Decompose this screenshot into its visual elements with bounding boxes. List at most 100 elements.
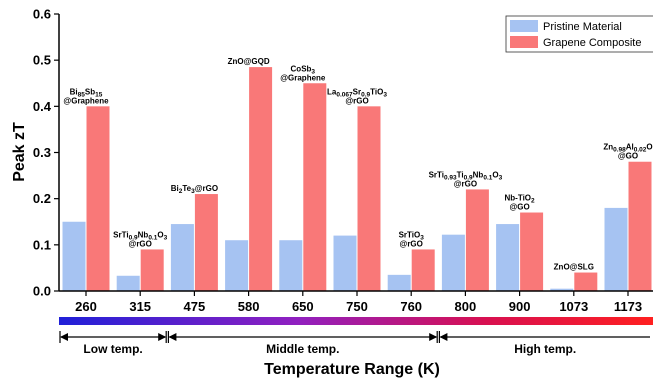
annotation-1073: ZnO@SLG (554, 263, 594, 272)
bar-pristine-580 (225, 240, 249, 291)
annotation-segment: 0.02 (634, 146, 647, 153)
range-label-2: High temp. (514, 342, 576, 356)
annotation-segment: Bi (70, 87, 78, 96)
bar-composite-475 (194, 194, 218, 291)
legend-swatch-composite (510, 36, 538, 48)
bar-composite-1073 (574, 272, 598, 291)
annotation-580: ZnO@GQD (228, 57, 270, 66)
x-tick-label: 760 (400, 299, 422, 314)
annotation-750: @rGO (345, 96, 368, 105)
bar-composite-900 (520, 212, 544, 291)
bar-pristine-800 (441, 234, 465, 291)
annotation-315: SrTi0.9Nb0.1O3 (113, 230, 167, 241)
annotation-segment: Zn (603, 143, 613, 152)
annotation-segment: 2 (531, 197, 535, 204)
annotation-900: @GO (509, 203, 529, 212)
annotation-segment: 3 (383, 91, 387, 98)
annotation-segment: @rGO (345, 96, 368, 105)
annotation-1173: @GO (618, 152, 638, 161)
annotation-segment: ZnO@GQD (228, 57, 270, 66)
annotation-segment: ZnO@SLG (554, 263, 594, 272)
x-tick-label: 260 (75, 299, 97, 314)
bar-composite-750 (357, 106, 381, 291)
annotation-segment: 3 (499, 174, 503, 181)
annotation-475: Bi2Te3@rGO (171, 184, 218, 195)
annotation-segment: 0.98 (613, 146, 626, 153)
annotation-315: @rGO (129, 239, 152, 248)
annotation-900: Nb-TiO2 (505, 194, 536, 205)
annotation-segment: 0.067 (336, 91, 353, 98)
bar-composite-1173 (628, 161, 652, 291)
legend: Pristine Material Grapene Composite (505, 15, 653, 53)
annotation-segment: La (327, 87, 337, 96)
annotation-1173: Zn0.98Al0.02O (603, 143, 652, 154)
annotation-segment: 3 (164, 234, 168, 241)
x-tick-label: 315 (129, 299, 151, 314)
annotation-segment: Bi (171, 184, 179, 193)
y-tick-label: 0.4 (33, 99, 52, 114)
annotation-segment: Sb (85, 87, 95, 96)
annotation-segment: 0.9 (464, 174, 473, 181)
bar-pristine-900 (496, 224, 520, 291)
x-tick-label: 580 (238, 299, 260, 314)
annotation-segment: CoSb (291, 64, 312, 73)
bar-pristine-650 (279, 240, 303, 291)
annotation-segment: Te (182, 184, 191, 193)
y-axis-title: Peak zT (11, 122, 28, 182)
annotation-650: @Graphene (280, 73, 326, 82)
y-tick-label: 0.2 (33, 191, 51, 206)
temperature-color-bar (59, 317, 653, 325)
annotation-800: SrTi0.93Ti0.9Nb0.1O3 (429, 170, 503, 181)
annotation-segment: Ti (457, 170, 464, 179)
x-tick-label: 1173 (614, 299, 642, 314)
annotation-segment: Sr (353, 87, 361, 96)
bar-pristine-315 (116, 275, 140, 291)
bar-annotations: Bi85Sb15@GrapheneSrTi0.9Nb0.1O3@rGOBi2Te… (63, 57, 652, 271)
bar-pristine-1173 (604, 207, 628, 291)
annotation-segment: 15 (95, 91, 103, 98)
legend-label-pristine: Pristine Material (543, 21, 622, 33)
temperature-range-markers: Low temp. Middle temp. High temp. (59, 331, 650, 356)
bar-pristine-750 (333, 235, 357, 291)
bar-composite-315 (140, 249, 164, 291)
x-tick-labels: 260 315 475 580 650 750 760 800 900 1073 1173 (75, 291, 642, 314)
range-label-1: Middle temp. (266, 342, 339, 356)
y-tick-label: 0.3 (33, 145, 51, 160)
annotation-segment: 0.9 (361, 91, 370, 98)
annotation-segment: O (492, 170, 498, 179)
x-tick-label: 900 (509, 299, 531, 314)
bar-composite-800 (465, 189, 489, 291)
annotation-segment: @rGO (129, 239, 152, 248)
annotation-segment: Nb-TiO (505, 194, 532, 203)
annotation-segment: SrTiO (399, 230, 421, 239)
y-tick-label: 0.5 (33, 53, 51, 68)
annotation-segment: 2 (179, 188, 183, 195)
bars (62, 67, 652, 291)
x-tick-label: 1073 (559, 299, 588, 314)
annotation-segment: Nb (473, 170, 484, 179)
bar-pristine-475 (170, 224, 194, 291)
bar-composite-260 (86, 106, 110, 291)
x-tick-label: 800 (455, 299, 477, 314)
annotation-segment: Al (626, 143, 634, 152)
bar-pristine-760 (387, 274, 411, 291)
y-tick-labels: 0.0 0.1 0.2 0.3 0.4 0.5 0.6 (33, 7, 59, 299)
annotation-segment: 85 (78, 91, 86, 98)
annotation-segment: @rGO (454, 179, 477, 188)
x-tick-label: 750 (346, 299, 368, 314)
bar-composite-760 (411, 249, 435, 291)
annotation-760: @rGO (400, 239, 423, 248)
annotation-750: La0.067Sr0.9TiO3 (327, 87, 387, 98)
annotation-segment: O (157, 230, 163, 239)
legend-label-composite: Grapene Composite (543, 37, 641, 49)
annotation-650: CoSb3 (291, 64, 316, 75)
range-label-0: Low temp. (83, 342, 142, 356)
bar-pristine-260 (62, 221, 86, 291)
annotation-segment: 0.9 (129, 234, 138, 241)
annotation-segment: 0.93 (444, 174, 457, 181)
annotation-segment: @rGO (195, 184, 218, 193)
annotation-260: @Graphene (63, 96, 109, 105)
annotation-segment: SrTi (113, 230, 128, 239)
annotation-segment: 0.1 (483, 174, 492, 181)
